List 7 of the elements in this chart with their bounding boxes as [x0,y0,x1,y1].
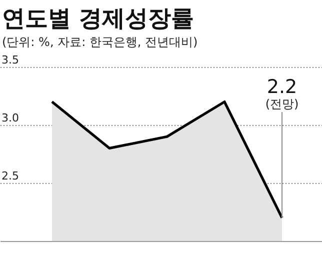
data-label: 2.2 [266,76,298,98]
chart-title: 연도별 경제성장률 [2,5,196,34]
y-tick-label: 3.0 [2,112,19,124]
annotation: (전망) [265,97,299,111]
chart-subtitle: (단위: %, 자료: 한국은행, 전년대비) [2,34,199,50]
y-tick-label: 2.5 [2,170,19,182]
y-tick-label: 3.5 [2,54,19,66]
